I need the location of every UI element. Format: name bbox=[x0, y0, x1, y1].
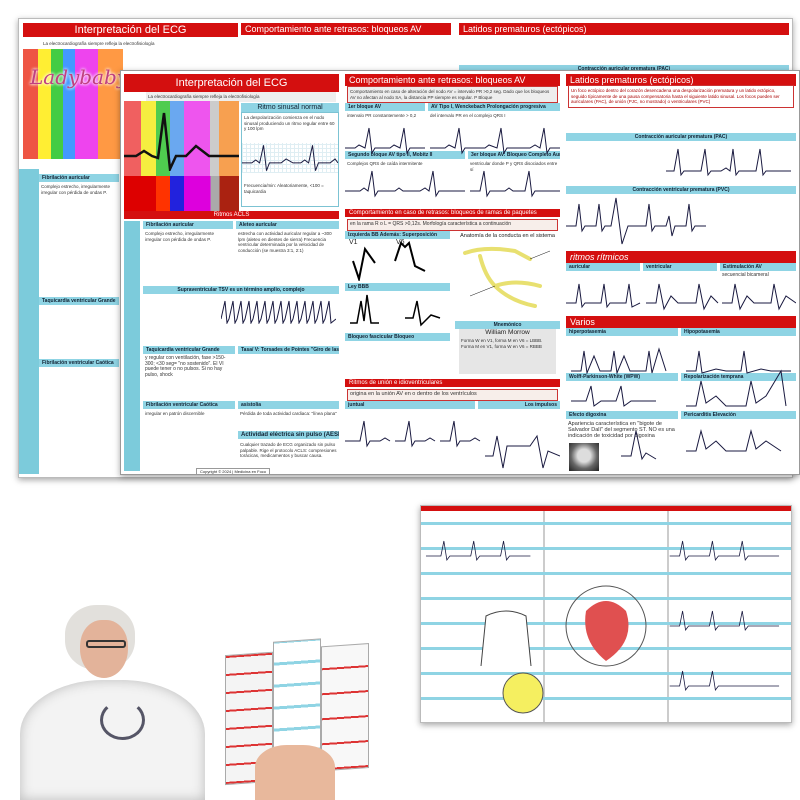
sinus-trace bbox=[242, 143, 338, 173]
tv-header: Taquicardia ventricular Grande bbox=[143, 346, 235, 354]
junctional-traces bbox=[345, 420, 560, 469]
svt-trace bbox=[221, 300, 336, 324]
premature-text: Un foco ectópico dentro del corazón dese… bbox=[568, 85, 794, 108]
tv-text: y regular con ventilación, fase >150-300… bbox=[145, 355, 226, 378]
aesp-header: Actividad eléctrica sin pulso (AESP) bbox=[238, 431, 339, 439]
sinus-box: La despolarización comienza en el nodo s… bbox=[241, 112, 339, 207]
av3-header: Segundo bloque AV tipo II, Mobitz II bbox=[345, 151, 465, 159]
pvc-trace bbox=[566, 197, 706, 245]
heart-diagram bbox=[565, 585, 647, 667]
axis-wheel bbox=[502, 672, 544, 714]
front-title: Interpretación del ECG bbox=[124, 74, 339, 92]
av2-header: AV Tipo I, Wenckebach Prolongación progr… bbox=[428, 103, 560, 111]
back-av-header: Comportamiento ante retrasos: bloqueos A… bbox=[241, 23, 451, 35]
fv-header: Fibrilación ventricular Caótica bbox=[143, 401, 235, 409]
torsade-header: Tasa/ V: Torsades de Pointes "Giro de la… bbox=[238, 346, 339, 354]
stethoscope-icon bbox=[100, 700, 145, 740]
front-poster: Interpretación del ECG La electrocardiog… bbox=[120, 70, 800, 475]
left-ruler bbox=[124, 221, 140, 471]
fv-text: irregular en patrón discernible bbox=[145, 411, 205, 416]
glasses-icon bbox=[86, 640, 126, 648]
back-left-strip bbox=[19, 169, 39, 474]
junctional-header: Ritmos de unión e idioventriculares bbox=[345, 379, 560, 387]
lbbb-trace bbox=[352, 241, 426, 281]
hand bbox=[255, 745, 335, 800]
back-premature-header: Latidos prematuros (ectópicos) bbox=[459, 23, 789, 35]
mnemonic-box: William Morrow Forma W en V1, forma M en… bbox=[459, 329, 556, 374]
lab-coat bbox=[20, 680, 205, 800]
fascicular-header: Bloqueo fascicular Bloqueo bbox=[345, 333, 450, 341]
junctional-box-header: juntual bbox=[345, 401, 475, 409]
back-colorbands bbox=[23, 49, 123, 159]
second-poster-traces bbox=[425, 540, 780, 691]
repol-header: Repolarización temprana bbox=[681, 373, 796, 381]
asystole-header: asistolia bbox=[238, 401, 339, 409]
junctional-sub: origina en la unión AV en o dentro de lo… bbox=[347, 389, 558, 401]
digoxin-header: Efecto digoxina bbox=[566, 411, 678, 419]
rbbb-header: Ley BBB bbox=[345, 283, 450, 291]
anatomy-header: Anatomía de la conducta en el sistema bbox=[460, 233, 555, 239]
front-subtitle: La electrocardiografía siempre refleja l… bbox=[146, 92, 336, 102]
acls-bar: Ritmos ACLS bbox=[124, 211, 339, 219]
mnemonic-header: Mnemónico bbox=[455, 321, 560, 329]
fa-header: Fibrilación auricular bbox=[143, 221, 233, 229]
doctor-photo bbox=[0, 600, 230, 800]
wpw-header: Wolff-Parkinson-White (WPW) bbox=[566, 373, 678, 381]
back-tv-header: Taquicardia ventricular Grande bbox=[39, 297, 119, 305]
asystole-text: Pérdida de toda actividad cardiaca: "lín… bbox=[240, 411, 337, 416]
av-traces bbox=[345, 127, 560, 198]
branch-header: Comportamiento en caso de retrasos: bloq… bbox=[345, 209, 560, 217]
back-fa-text: Complejo estrecho, irregularmente irregu… bbox=[41, 184, 111, 195]
sinus-header: Ritmo sinusal normal bbox=[241, 103, 339, 112]
wave-diagram bbox=[124, 101, 239, 211]
av4-header: 3er bloque AV: Bloqueo Completo Auricula… bbox=[468, 151, 560, 159]
hyperk-header: hiperpotasemia bbox=[566, 328, 678, 336]
doctor-face bbox=[80, 620, 128, 678]
rhythms-header: ritmos rítmicos bbox=[566, 251, 796, 263]
branch-sub: en la rama R o L = QRS >0,12s. Morfologí… bbox=[347, 219, 558, 231]
svt-header: Supraventricular TSV es un término ampli… bbox=[143, 286, 339, 294]
back-pac-header: Contracción auricular prematura (PAC) bbox=[459, 65, 789, 73]
fa-text: Complejo estrecho, irregularmente irregu… bbox=[145, 231, 215, 242]
digoxin-text: Apariencia característica en "bigote de … bbox=[568, 421, 675, 439]
back-fv-header: Fibrilación ventricular Caótica bbox=[39, 359, 119, 367]
pqrst-wave bbox=[124, 112, 239, 171]
rhythm-ventricular: ventricular bbox=[643, 263, 717, 271]
back-fa-header: Fibrilación auricular bbox=[39, 174, 119, 182]
back-title: Interpretación del ECG bbox=[23, 23, 238, 37]
pericard-header: Pericarditis Elevación bbox=[681, 411, 796, 419]
rhythm-atrial: auricular bbox=[566, 263, 640, 271]
lbbb-header: Izquierda BB Además: Superposición bbox=[345, 231, 450, 239]
second-poster bbox=[420, 505, 792, 723]
varios-header: Varios bbox=[566, 316, 796, 328]
av-header: Comportamiento ante retrasos: bloqueos A… bbox=[345, 74, 560, 86]
pac-trace bbox=[666, 148, 791, 177]
av1-header: 1er bloque AV bbox=[345, 103, 425, 111]
paced-traces bbox=[566, 283, 796, 311]
torso-diagram bbox=[480, 610, 532, 666]
idio-box-header: Los impulsos bbox=[478, 401, 560, 409]
flutter-text: estrecha con actividad auricular regular… bbox=[238, 231, 332, 253]
rbbb-trace bbox=[350, 294, 441, 327]
pvc-header: Contracción ventricular prematura (PVC) bbox=[566, 186, 796, 194]
back-subtitle: La electrocardiografía siempre refleja l… bbox=[43, 41, 155, 46]
hypok-header: Hipopotasemia bbox=[681, 328, 796, 336]
dali-photo bbox=[569, 443, 599, 471]
pac-header: Contracción auricular prematura (PAC) bbox=[566, 133, 796, 141]
conduction-anatomy-diagram bbox=[463, 246, 551, 308]
flutter-header: Aleteo auricular bbox=[236, 221, 339, 229]
varios-traces bbox=[571, 347, 791, 461]
av-text: Comportamiento en caso de alteración del… bbox=[347, 86, 558, 103]
rhythm-av: Estimulación AV bbox=[720, 263, 796, 271]
premature-header: Latidos prematuros (ectópicos) bbox=[566, 74, 796, 86]
copyright: Copyright © 2024 | Medicina en Foco bbox=[196, 468, 271, 475]
lead-v1: V1 bbox=[349, 239, 358, 246]
aesp-text: Cualquier trazado de ECG organizado sin … bbox=[240, 442, 337, 458]
